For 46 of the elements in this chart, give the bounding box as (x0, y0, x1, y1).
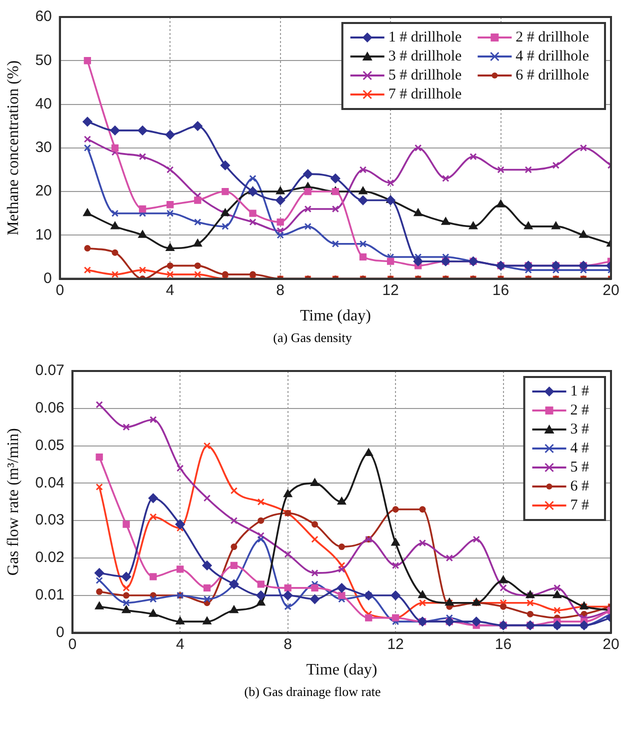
y-axis-title: Gas flow rate (m³/min) (4, 428, 22, 576)
y-tick-label: 0 (56, 624, 64, 641)
y-tick-label: 0.02 (35, 549, 64, 566)
legend-label: 4 # (570, 440, 590, 456)
legend-label: 5 # drillhole (388, 67, 462, 84)
text: (a) Gas density (272, 330, 353, 346)
legend-label: 2 # drillhole (516, 29, 590, 46)
x-tick-label: 8 (276, 282, 285, 299)
y-tick-label: 0.01 (35, 586, 64, 604)
legend-label: 3 # (570, 421, 590, 438)
y-axis-title: Methane concentration (%) (4, 60, 22, 236)
x-tick-label: 4 (166, 282, 174, 299)
x-tick-label: 12 (382, 282, 399, 299)
legend-label: 6 # drillhole (516, 67, 590, 84)
legend-label: 2 # (570, 402, 590, 418)
y-tick-label: 30 (35, 139, 52, 156)
legend-label: 1 # drillhole (388, 29, 462, 46)
x-tick-label: 8 (284, 636, 292, 653)
legend-label: 7 # (570, 497, 590, 514)
y-tick-label: 60 (35, 8, 52, 26)
y-tick-label: 0.04 (35, 474, 64, 492)
x-axis-title: Time (day) (300, 308, 371, 325)
legend-label: 3 # drillhole (388, 48, 462, 64)
text: (b) Gas drainage flow rate (243, 684, 382, 700)
legend-label: 7 # drillhole (388, 86, 462, 102)
legend-label: 1 # (570, 383, 590, 400)
y-tick-label: 10 (35, 226, 52, 244)
x-axis-title: Time (day) (306, 662, 378, 679)
legend-label: 4 # drillhole (516, 48, 590, 64)
legend-label: 5 # (570, 459, 590, 476)
legend-label: 6 # (570, 478, 590, 494)
y-tick-label: 20 (35, 182, 52, 200)
x-tick-label: 4 (176, 636, 184, 653)
y-tick-label: 0.03 (35, 512, 64, 529)
y-tick-label: 0 (44, 270, 52, 287)
y-tick-label: 0.06 (35, 400, 64, 417)
x-tick-label: 16 (492, 282, 510, 299)
x-tick-label: 0 (68, 636, 77, 653)
x-tick-label: 20 (602, 282, 620, 299)
y-tick-label: 40 (35, 95, 52, 112)
x-tick-label: 16 (494, 636, 512, 653)
y-tick-label: 0.07 (35, 362, 64, 380)
x-tick-label: 12 (387, 636, 404, 653)
y-tick-label: 0.05 (35, 436, 64, 454)
x-tick-label: 20 (602, 636, 620, 653)
y-tick-label: 50 (35, 52, 52, 69)
